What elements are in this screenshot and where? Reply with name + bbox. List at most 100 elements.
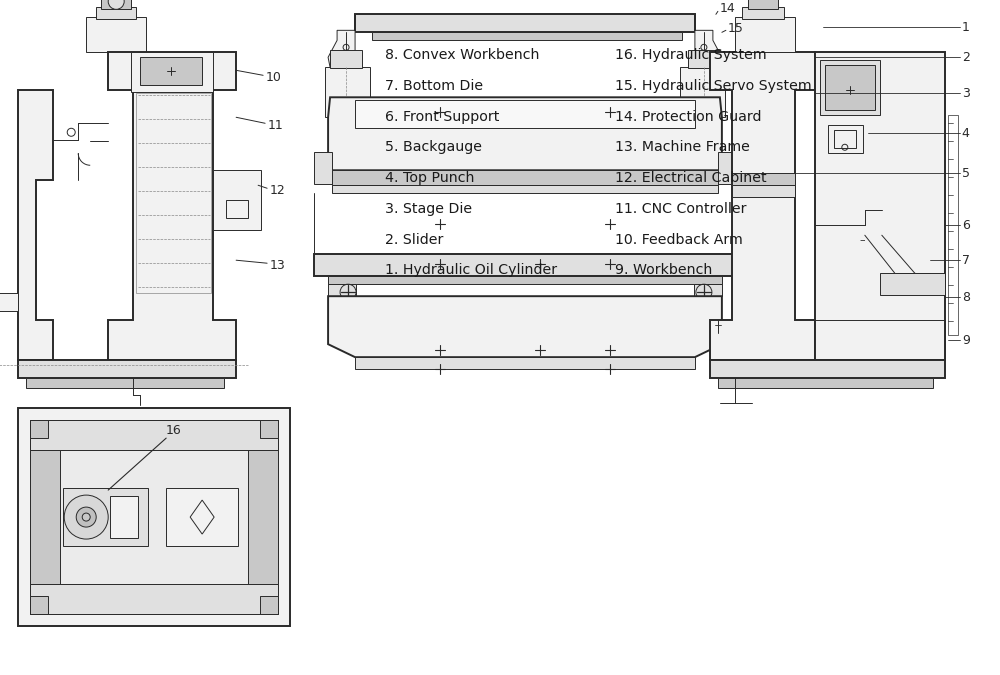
- Bar: [86, 18, 146, 53]
- Polygon shape: [18, 90, 53, 360]
- Text: 10: 10: [266, 71, 282, 84]
- Bar: [332, 170, 718, 185]
- Text: 10. Feedback Arm: 10. Feedback Arm: [615, 232, 743, 246]
- Bar: [372, 32, 682, 40]
- Text: 13: 13: [270, 259, 286, 272]
- Text: 4. Top Punch: 4. Top Punch: [385, 171, 475, 185]
- Bar: [136, 93, 211, 293]
- Text: 2: 2: [962, 51, 970, 64]
- Bar: [18, 360, 236, 378]
- Bar: [820, 60, 880, 115]
- Bar: [732, 185, 795, 197]
- Bar: [880, 273, 945, 295]
- Bar: [248, 450, 278, 584]
- Text: 1: 1: [962, 21, 970, 34]
- Text: 5: 5: [962, 167, 970, 180]
- Circle shape: [108, 0, 124, 9]
- Bar: [30, 450, 60, 584]
- Bar: [26, 378, 224, 388]
- Bar: [355, 101, 695, 128]
- Text: 11. CNC Controller: 11. CNC Controller: [615, 202, 746, 216]
- Bar: [166, 488, 238, 546]
- Bar: [30, 596, 48, 614]
- Text: 12: 12: [270, 184, 286, 196]
- Circle shape: [82, 513, 90, 521]
- Bar: [688, 51, 720, 68]
- Polygon shape: [328, 14, 355, 68]
- Bar: [213, 170, 261, 230]
- Bar: [30, 420, 278, 614]
- Bar: [30, 420, 278, 450]
- Bar: [101, 0, 131, 9]
- Bar: [828, 126, 863, 153]
- Circle shape: [64, 495, 108, 539]
- Bar: [815, 53, 945, 360]
- Bar: [834, 130, 856, 148]
- Text: 8: 8: [962, 291, 970, 304]
- Bar: [30, 450, 278, 584]
- Bar: [30, 420, 48, 438]
- Polygon shape: [108, 53, 236, 360]
- Text: 15. Hydraulic Servo System: 15. Hydraulic Servo System: [615, 79, 812, 93]
- Text: 11: 11: [268, 119, 284, 132]
- Text: 9: 9: [962, 333, 970, 347]
- Bar: [748, 0, 778, 9]
- Text: 16: 16: [166, 424, 182, 437]
- Text: 7: 7: [962, 254, 970, 267]
- Bar: [260, 596, 278, 614]
- Text: 3: 3: [962, 87, 970, 100]
- Bar: [680, 68, 725, 117]
- Text: 5. Backgauge: 5. Backgauge: [385, 140, 482, 155]
- Bar: [328, 276, 722, 284]
- Bar: [314, 254, 736, 276]
- Polygon shape: [328, 97, 722, 170]
- Text: 2. Slider: 2. Slider: [385, 232, 443, 246]
- Bar: [226, 200, 248, 218]
- Bar: [735, 18, 795, 53]
- Text: 9. Workbench: 9. Workbench: [615, 263, 712, 277]
- Circle shape: [76, 507, 96, 527]
- Text: 8. Convex Workbench: 8. Convex Workbench: [385, 49, 540, 62]
- Text: 12. Electrical Cabinet: 12. Electrical Cabinet: [615, 171, 767, 185]
- Bar: [131, 53, 213, 92]
- Bar: [328, 284, 356, 296]
- Text: 6. Front Support: 6. Front Support: [385, 110, 499, 124]
- Bar: [948, 115, 958, 335]
- Bar: [718, 378, 933, 388]
- Text: 14: 14: [720, 2, 736, 15]
- Text: 13. Machine Frame: 13. Machine Frame: [615, 140, 750, 155]
- Text: 7. Bottom Die: 7. Bottom Die: [385, 79, 483, 93]
- Bar: [742, 7, 784, 20]
- Bar: [325, 68, 370, 117]
- Bar: [30, 584, 278, 614]
- Text: 16. Hydraulic System: 16. Hydraulic System: [615, 49, 767, 62]
- Bar: [718, 153, 736, 184]
- Bar: [314, 153, 332, 184]
- Polygon shape: [695, 14, 722, 68]
- Text: 4: 4: [962, 127, 970, 140]
- Bar: [825, 65, 875, 110]
- Bar: [260, 420, 278, 438]
- Text: 6: 6: [962, 219, 970, 232]
- Bar: [18, 408, 290, 626]
- Bar: [63, 488, 148, 546]
- Polygon shape: [710, 53, 815, 360]
- Bar: [330, 51, 362, 68]
- Text: –: –: [860, 235, 865, 245]
- Bar: [332, 185, 718, 193]
- Bar: [752, 237, 772, 255]
- Polygon shape: [328, 296, 722, 357]
- Bar: [110, 496, 138, 538]
- Text: 3. Stage Die: 3. Stage Die: [385, 202, 472, 216]
- Bar: [355, 357, 695, 369]
- Text: 14. Protection Guard: 14. Protection Guard: [615, 110, 761, 124]
- Text: 15: 15: [728, 22, 744, 35]
- Bar: [355, 14, 695, 32]
- Bar: [140, 57, 202, 85]
- Bar: [694, 284, 722, 296]
- Bar: [0, 293, 18, 311]
- Bar: [710, 360, 945, 378]
- Bar: [96, 7, 136, 20]
- Text: 1. Hydraulic Oil Cylinder: 1. Hydraulic Oil Cylinder: [385, 263, 557, 277]
- Bar: [732, 173, 795, 185]
